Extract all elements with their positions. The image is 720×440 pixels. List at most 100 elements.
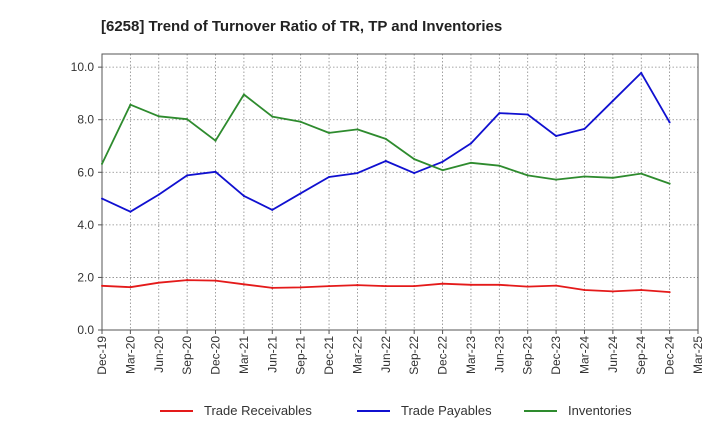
data-point-trade-receivables (101, 284, 103, 287)
data-point-trade-receivables (668, 291, 671, 294)
data-point-inventories (526, 174, 529, 177)
y-tick-label: 8.0 (77, 113, 94, 127)
y-tick-label: 2.0 (77, 270, 94, 284)
legend-label-trade-payables: Trade Payables (401, 403, 492, 418)
legend-label-inventories: Inventories (568, 403, 632, 418)
x-tick-label: Jun-21 (265, 336, 279, 373)
data-point-trade-payables (271, 208, 274, 211)
data-point-inventories (328, 131, 331, 134)
y-tick-label: 0.0 (77, 323, 94, 337)
data-point-trade-receivables (526, 285, 529, 288)
data-point-trade-receivables (129, 286, 132, 289)
data-point-inventories (129, 103, 132, 106)
data-point-trade-payables (469, 142, 472, 145)
data-point-trade-payables (413, 172, 416, 175)
data-point-trade-receivables (356, 284, 359, 287)
data-point-trade-receivables (384, 285, 387, 288)
x-tick-label: Sep-21 (294, 336, 308, 375)
data-point-trade-payables (384, 159, 387, 162)
x-tick-label: Mar-25 (691, 336, 705, 374)
data-point-trade-payables (668, 121, 671, 124)
data-point-trade-receivables (583, 289, 586, 292)
data-point-trade-receivables (157, 281, 160, 284)
data-point-trade-receivables (271, 286, 274, 289)
data-point-trade-receivables (413, 285, 416, 288)
data-point-trade-receivables (498, 283, 501, 286)
data-point-trade-payables (498, 112, 501, 115)
data-point-inventories (299, 120, 302, 123)
x-tick-label: Dec-22 (436, 336, 450, 375)
data-point-trade-receivables (640, 289, 643, 292)
x-tick-label: Jun-24 (606, 336, 620, 373)
data-point-trade-receivables (242, 283, 245, 286)
data-point-inventories (555, 178, 558, 181)
data-point-trade-payables (356, 172, 359, 175)
data-point-trade-payables (526, 113, 529, 116)
y-tick-label: 10.0 (71, 60, 95, 74)
data-point-trade-payables (157, 193, 160, 196)
data-point-trade-payables (186, 174, 189, 177)
data-point-trade-receivables (611, 290, 614, 293)
x-tick-label: Dec-20 (209, 336, 223, 375)
x-tick-label: Jun-23 (492, 336, 506, 373)
data-point-trade-receivables (328, 285, 331, 288)
data-point-inventories (157, 115, 160, 118)
data-point-inventories (186, 118, 189, 121)
x-tick-label: Dec-21 (322, 336, 336, 375)
data-point-trade-payables (242, 194, 245, 197)
x-tick-label: Mar-21 (237, 336, 251, 374)
data-point-trade-receivables (214, 279, 217, 282)
x-tick-label: Mar-20 (123, 336, 137, 374)
data-point-inventories (441, 169, 444, 172)
plot-frame (101, 53, 699, 331)
data-point-inventories (611, 176, 614, 179)
data-point-inventories (413, 158, 416, 161)
data-point-inventories (271, 115, 274, 118)
legend: Trade Receivables Trade Payables Inventori… (160, 403, 632, 418)
data-point-inventories (668, 182, 671, 185)
chart-title: [6258] Trend of Turnover Ratio of TR, TP… (101, 18, 502, 35)
data-point-trade-receivables (441, 282, 444, 285)
x-tick-label: Sep-24 (634, 336, 648, 375)
x-tick-label: Mar-24 (577, 336, 591, 374)
x-tick-label: Sep-20 (180, 336, 194, 375)
data-point-trade-payables (611, 99, 614, 102)
data-point-trade-payables (583, 127, 586, 130)
data-point-inventories (583, 175, 586, 178)
y-tick-label: 6.0 (77, 165, 94, 179)
x-tick-label: Jun-22 (379, 336, 393, 373)
x-tick-label: Mar-22 (350, 336, 364, 374)
data-point-trade-payables (328, 176, 331, 179)
plot-background (102, 54, 698, 330)
x-tick-label: Jun-20 (152, 336, 166, 373)
data-point-inventories (242, 93, 245, 96)
x-tick-label: Dec-23 (549, 336, 563, 375)
data-point-trade-payables (214, 170, 217, 173)
data-point-inventories (101, 162, 103, 165)
data-point-trade-payables (129, 210, 132, 213)
x-tick-label: Dec-24 (663, 336, 677, 375)
x-tick-label: Dec-19 (95, 336, 109, 375)
data-point-inventories (498, 164, 501, 167)
x-tick-label: Mar-23 (464, 336, 478, 374)
data-point-trade-receivables (186, 279, 189, 282)
data-point-trade-payables (101, 197, 103, 200)
data-point-trade-receivables (555, 284, 558, 287)
legend-label-trade-receivables: Trade Receivables (204, 403, 312, 418)
data-point-inventories (640, 172, 643, 175)
x-tick-label: Sep-22 (407, 336, 421, 375)
data-point-trade-payables (555, 135, 558, 138)
data-point-inventories (469, 161, 472, 164)
data-point-trade-payables (299, 192, 302, 195)
data-point-trade-receivables (299, 286, 302, 289)
y-tick-label: 4.0 (77, 218, 94, 232)
data-point-trade-payables (640, 71, 643, 74)
data-point-inventories (214, 139, 217, 142)
data-point-inventories (356, 128, 359, 131)
plot-area: 0.0 2.0 4.0 6.0 8.0 10.0 Dec-19 Mar-20 Jun-20 Sep… (71, 53, 705, 375)
data-point-trade-payables (441, 160, 444, 163)
x-tick-label: Sep-23 (521, 336, 535, 375)
data-point-inventories (384, 137, 387, 140)
data-point-trade-receivables (469, 283, 472, 286)
